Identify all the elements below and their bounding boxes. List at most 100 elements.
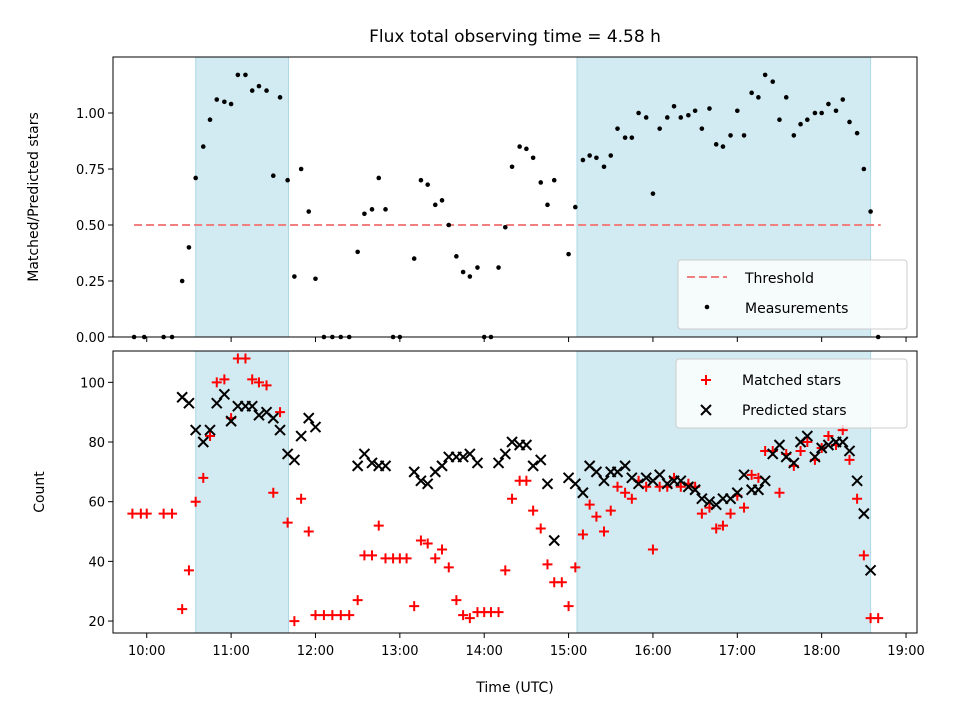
matched-star-point [275,407,286,418]
predicted-star-point [619,460,631,472]
predicted-star-point [661,478,673,490]
predicted-star-point [577,487,589,499]
measurement-point [306,209,312,214]
measurement-point [692,108,698,114]
predicted-star-point [295,430,307,442]
predicted-star-point [351,460,364,472]
matched-star-point [240,353,251,364]
matched-star-point [873,613,884,624]
matched-star-point [464,613,475,624]
matched-star-point [739,502,750,513]
matched-star-point [205,431,216,442]
predicted-star-point [767,448,779,460]
legend-measurements-label: Measurements [745,301,848,317]
predicted-star-point [379,460,392,472]
measurement-point [425,182,430,187]
count-y-tick-label: 60 [88,496,105,511]
ratio-y-tick-label: 0.50 [76,219,105,234]
predicted-star-point [822,439,835,451]
measurement-point [454,254,459,259]
count-y-tick-label: 40 [88,555,105,570]
matched-star-point [409,601,420,612]
measurement-point [791,133,797,138]
predicted-star-point [788,457,800,469]
predicted-star-point [703,495,716,508]
count-panel: 10:00 11:00 12:00 13:00 14:00 15:00 16:00 17:00… [32,350,925,659]
measurement-point [285,177,290,183]
measurement-point [249,88,255,93]
predicted-star-point [288,454,301,466]
measurement-point [439,198,445,203]
ratio-y-tick-label: 1.00 [76,107,105,122]
predicted-star-point [731,487,744,499]
predicted-star-point [436,460,448,472]
matched-star-point [289,616,300,627]
matched-star-point [507,493,518,504]
measurement-point [622,135,628,140]
matched-star-point [528,505,539,516]
x-tick-label: 19:00 [887,644,924,659]
measurement-point [411,256,417,261]
predicted-star-point [267,412,280,424]
matched-star-point [493,607,504,618]
measurement-point [840,97,846,102]
matched-star-point [177,604,188,615]
measurement-point [292,274,297,279]
x-tick-label: 17:00 [719,644,756,659]
measurement-point [530,155,536,161]
measurement-point [228,101,234,107]
measurement-point [355,249,360,255]
matched-star-point [268,487,279,498]
predicted-star-point [851,475,863,487]
predicted-star-point [689,484,701,496]
measurement-point [179,278,185,284]
measurement-point [573,204,578,210]
predicted-star-point [858,507,870,520]
measurement-point [629,135,635,140]
measurement-point [770,79,776,84]
measurement-point [376,175,382,181]
matched-star-point [802,437,813,448]
predicted-star-point [225,415,237,427]
matched-star-point [352,595,363,606]
measurement-point [538,180,544,185]
predicted-star-point [640,472,652,484]
matched-star-point [211,377,222,388]
matched-star-point [626,493,637,504]
measurement-point [686,112,691,118]
measurement-point [517,144,522,149]
matched-star-point [430,553,441,564]
count-y-tick-label: 20 [88,615,105,630]
legend-predicted-label: Predicted stars [742,403,847,419]
matched-star-point [253,377,264,388]
measurement-point [502,224,508,230]
matched-star-point [451,595,462,606]
predicted-star-point [506,436,518,448]
matched-star-point [443,562,454,573]
matched-star-point [774,487,785,498]
matched-star-point [335,610,346,621]
measurement-point [264,88,269,93]
measurement-point [728,133,733,138]
measurement-point [847,119,852,125]
ratio-legend: Threshold Measurements [677,259,908,330]
measurement-point [805,117,810,123]
predicted-star-point [611,466,624,478]
matched-star-point [521,475,532,486]
matched-star-point [612,481,623,492]
count-y-tick-label: 100 [80,376,105,391]
measurement-point [277,95,283,100]
predicted-star-point [773,439,786,451]
ratio-panel: 0.00 0.25 0.50 0.75 1.00 Matched/Predicted st… [26,56,918,346]
measurement-point [601,164,607,170]
matched-star-point [858,550,869,561]
predicted-star-point [541,478,554,490]
x-tick-label: 11:00 [212,644,249,659]
predicted-star-point [309,421,322,433]
predicted-star-point [253,409,265,421]
measurement-point [657,126,662,131]
matched-star-point [458,610,469,621]
measurement-point [833,108,839,114]
measurement-point [200,144,206,149]
measurement-point [235,72,241,78]
